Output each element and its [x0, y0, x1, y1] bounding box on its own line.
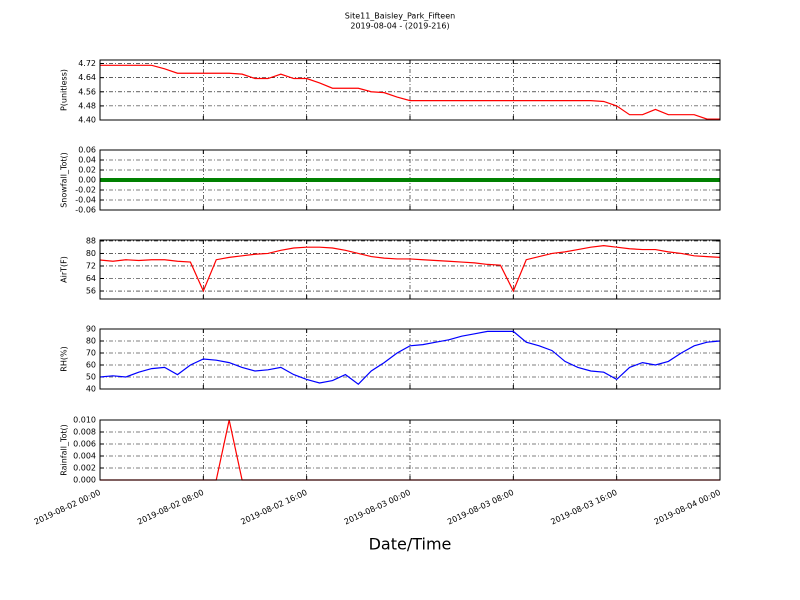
x-tick-label: 2019-08-02 00:00 — [33, 488, 102, 527]
y-tick-label: -0.02 — [75, 186, 96, 195]
y-tick-label: 4.72 — [78, 59, 96, 68]
plot-frame — [99, 149, 721, 211]
y-axis-label: AirT(F) — [60, 256, 69, 283]
y-tick-label: 0.006 — [73, 440, 96, 449]
y-tick-label: 4.40 — [78, 116, 96, 125]
y-tick-label: 90 — [86, 325, 96, 334]
plot-frame — [99, 59, 721, 121]
data-line — [100, 64, 720, 120]
y-tick-label: 0.00 — [78, 176, 96, 185]
y-tick-label: 0.04 — [78, 156, 96, 165]
y-tick-label: 64 — [86, 274, 96, 283]
y-tick-label: 0.000 — [73, 476, 96, 485]
y-tick-label: 0.02 — [78, 166, 96, 175]
y-tick-label: 0.06 — [78, 146, 96, 155]
y-tick-label: -0.06 — [75, 206, 96, 215]
x-tick-label: 2019-08-02 16:00 — [239, 488, 308, 527]
y-tick-label: 80 — [86, 337, 96, 346]
y-axis-label: P(unitless) — [60, 69, 69, 111]
y-tick-label: 0.002 — [73, 464, 96, 473]
data-line — [99, 245, 721, 293]
x-tick-label: 2019-08-03 16:00 — [549, 488, 618, 527]
data-line — [99, 330, 721, 385]
chart-subtitle: 2019-08-04 - (2019-216) — [350, 22, 449, 31]
y-axis-label: Rainfall_Tot() — [60, 424, 69, 476]
x-tick-label: 2019-08-02 08:00 — [136, 488, 205, 527]
plot-frame — [99, 239, 721, 300]
plot-frame — [99, 328, 721, 390]
y-tick-label: 70 — [86, 349, 96, 358]
y-axis-label: Snowfall_Tot() — [60, 152, 69, 208]
y-tick-label: 4.56 — [78, 87, 96, 96]
plot-frame — [99, 419, 721, 481]
y-tick-label: 56 — [86, 287, 96, 296]
x-tick-label: 2019-08-04 00:00 — [653, 488, 722, 527]
y-tick-label: 4.64 — [78, 73, 96, 82]
y-tick-label: 50 — [86, 373, 96, 382]
x-tick-label: 2019-08-03 00:00 — [343, 488, 412, 527]
y-tick-label: -0.04 — [75, 196, 96, 205]
y-tick-label: 60 — [86, 361, 96, 370]
y-tick-label: 72 — [86, 261, 96, 270]
y-tick-label: 0.004 — [73, 452, 96, 461]
y-tick-label: 88 — [86, 236, 96, 245]
y-tick-label: 40 — [86, 385, 96, 394]
x-tick-label: 2019-08-03 08:00 — [446, 488, 515, 527]
x-axis-label: Date/Time — [369, 535, 452, 554]
y-tick-label: 0.008 — [73, 428, 96, 437]
chart-title: Site11_Baisley_Park_Fifteen — [345, 12, 455, 21]
y-axis-label: RH(%) — [60, 346, 69, 371]
y-tick-label: 0.010 — [73, 416, 96, 425]
y-tick-label: 80 — [86, 249, 96, 258]
y-tick-label: 4.48 — [78, 101, 96, 110]
